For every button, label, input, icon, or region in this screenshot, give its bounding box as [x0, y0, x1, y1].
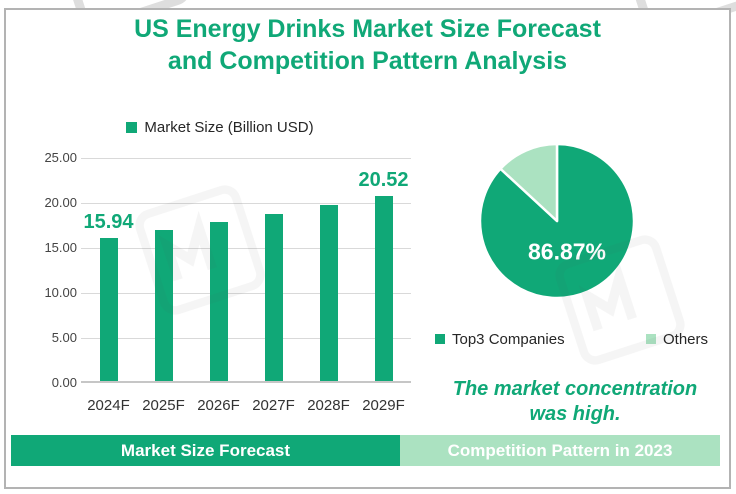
bar-2028F	[319, 205, 338, 381]
x-tick-label: 2027F	[252, 397, 295, 414]
bar-2029F	[374, 196, 393, 381]
pie-legend-swatch	[645, 334, 656, 344]
footer-section-label-competition: Competition Pattern in 2023	[400, 435, 720, 466]
bar-2025F	[154, 230, 173, 381]
x-tick-label: 2028F	[307, 397, 350, 414]
bar-2026F	[209, 222, 228, 381]
y-tick-label: 10.00	[44, 285, 77, 300]
grid-line	[81, 338, 411, 339]
bar-column	[136, 158, 191, 381]
market-size-legend-label: Market Size (Billion USD)	[144, 118, 314, 136]
grid-line	[81, 248, 411, 249]
x-tick-label: 2025F	[142, 397, 185, 414]
bar-value-label: 20.52	[358, 169, 409, 192]
pie-legend-item: Others	[645, 330, 708, 348]
pie-legend: Top3 Companies Others	[435, 329, 708, 349]
footer-section-label-market-size: Market Size Forecast	[11, 435, 400, 466]
bar-2027F	[264, 214, 283, 381]
x-tick-label: 2026F	[197, 397, 240, 414]
y-tick-label: 20.00	[44, 195, 77, 210]
bar-column: 15.94	[81, 158, 136, 381]
pie-svg	[478, 142, 636, 300]
x-tick-label: 2029F	[362, 397, 405, 414]
pie-data-label: 86.87%	[527, 238, 607, 265]
chart-title: US Energy Drinks Market Size Forecast an…	[6, 13, 729, 77]
grid-line	[81, 203, 411, 204]
bar-column	[246, 158, 301, 381]
grid-line	[81, 158, 411, 159]
bar-value-label: 15.94	[83, 210, 134, 233]
title-line-1: US Energy Drinks Market Size Forecast	[134, 15, 601, 43]
bar-chart-legend: Market Size (Billion USD)	[50, 117, 390, 137]
y-tick-label: 0.00	[51, 375, 77, 390]
pie-legend-swatch	[435, 334, 445, 344]
y-tick-label: 25.00	[44, 150, 77, 165]
x-axis-tick-labels: 2024F 2025F 2026F 2027F 2028F 2029F	[81, 396, 411, 416]
pie-legend-label: Others	[662, 330, 708, 348]
bar-series: 15.94 20.52	[81, 158, 411, 381]
chart-frame: US Energy Drinks Market Size Forecast an…	[4, 8, 731, 489]
pie-slice-others	[499, 142, 559, 223]
y-axis-tick-labels: 0.00 5.00 10.00 15.00 20.00 25.00	[32, 10, 77, 430]
pie-chart: 86.87%	[476, 140, 638, 302]
bar-plot-area: 15.94 20.52	[81, 158, 411, 383]
bar-column	[191, 158, 246, 381]
title-line-2: and Competition Pattern Analysis	[167, 47, 568, 75]
bar-column: 20.52	[356, 158, 411, 381]
y-tick-label: 15.00	[44, 240, 77, 255]
pie-legend-label: Top3 Companies	[452, 330, 565, 348]
insight-caption: The market concentration was high.	[452, 378, 698, 425]
bar-2024F	[99, 237, 118, 381]
pie-legend-item: Top3 Companies	[435, 331, 565, 348]
y-tick-label: 5.00	[51, 330, 77, 345]
pie-slice-top3-companies	[478, 142, 636, 300]
market-size-legend-swatch	[126, 121, 138, 133]
x-tick-label: 2024F	[87, 397, 130, 414]
grid-line	[81, 293, 411, 294]
bar-column	[301, 158, 356, 381]
